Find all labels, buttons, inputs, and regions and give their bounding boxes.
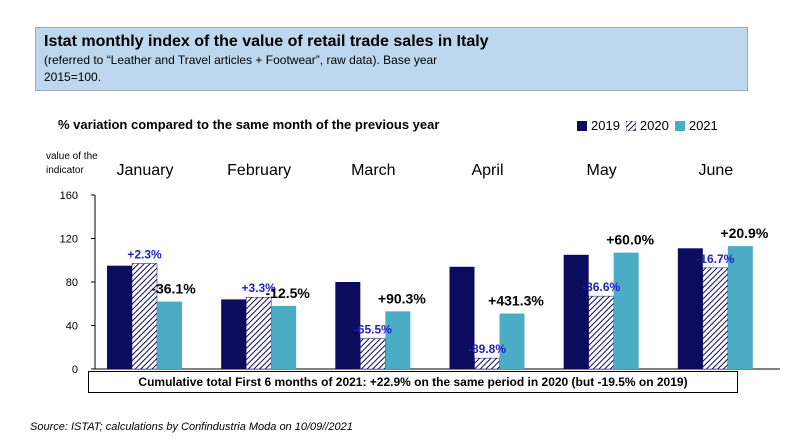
bar-2019: [563, 254, 589, 369]
y-tick-label: 160: [60, 190, 78, 202]
bar-2020: [474, 357, 500, 370]
y-tick-label: 40: [66, 321, 78, 333]
bar-2021: [385, 311, 411, 369]
bar-2019: [335, 282, 361, 369]
category-label: March: [351, 162, 395, 179]
bar-2020: [702, 267, 729, 370]
y-axis-label: value of the indicator: [46, 151, 98, 176]
category-label: January: [117, 162, 174, 179]
data-label-2020: +3.3%: [241, 281, 276, 295]
y-tick-label: 80: [66, 277, 78, 289]
legend-label-2019: 2019: [591, 118, 620, 133]
data-label-2021: -12.5%: [265, 285, 310, 301]
legend-swatch-2020: [625, 120, 636, 131]
legend-item-2021: 2021: [674, 118, 718, 133]
bar-2021: [499, 313, 525, 369]
bar-2021: [727, 246, 753, 369]
bar-2021: [271, 305, 297, 369]
y-tick-label: 120: [60, 234, 78, 246]
data-label-2020: -65.5%: [354, 323, 392, 337]
cumulative-note: Cumulative total First 6 months of 2021:…: [88, 371, 738, 393]
bar-2021: [613, 252, 639, 369]
bar-2019: [677, 248, 703, 369]
chart-title: Istat monthly index of the value of reta…: [44, 33, 489, 50]
legend-label-2020: 2020: [639, 118, 669, 133]
bar-2019: [107, 265, 132, 369]
legend-item-2019: 2019: [577, 118, 620, 133]
bar-2020: [245, 296, 272, 370]
bar-2020: [360, 338, 386, 370]
data-label-2020: -89.8%: [468, 342, 506, 356]
bar-2019: [449, 266, 475, 369]
legend-item-2020: 2020: [625, 118, 669, 133]
data-label-2021: -36.1%: [151, 281, 196, 297]
chart-subtitle: % variation compared to the same month o…: [58, 117, 440, 132]
y-tick-label: 0: [72, 364, 78, 376]
data-label-2021: +60.0%: [606, 232, 654, 248]
source-note: Source: ISTAT; calculations by Confindus…: [30, 421, 353, 433]
legend-swatch-2019: [577, 120, 587, 131]
legend-swatch-2021: [674, 120, 685, 131]
data-label-2020: -36.6%: [582, 280, 620, 294]
bar-2021: [157, 301, 182, 369]
data-label-2020: -16.7%: [696, 252, 734, 266]
legend-label-2021: 2021: [688, 118, 718, 133]
data-label-2021: +431.3%: [488, 293, 544, 309]
category-label: June: [698, 162, 733, 179]
bar-2019: [221, 299, 247, 369]
data-label-2021: +20.9%: [720, 225, 768, 241]
chart-header-subtitle: (referred to “Leather and Travel article…: [44, 53, 438, 84]
data-label-2021: +90.3%: [378, 290, 426, 306]
category-label: February: [227, 162, 291, 179]
data-label-2020: +2.3%: [127, 248, 162, 262]
category-label: April: [471, 162, 503, 179]
bar-2020: [131, 263, 158, 370]
category-label: May: [587, 162, 617, 179]
chart-header-box: Istat monthly index of the value of reta…: [35, 27, 748, 91]
bar-2020: [588, 295, 614, 370]
chart-legend: 2019 2020 2021: [577, 118, 718, 133]
